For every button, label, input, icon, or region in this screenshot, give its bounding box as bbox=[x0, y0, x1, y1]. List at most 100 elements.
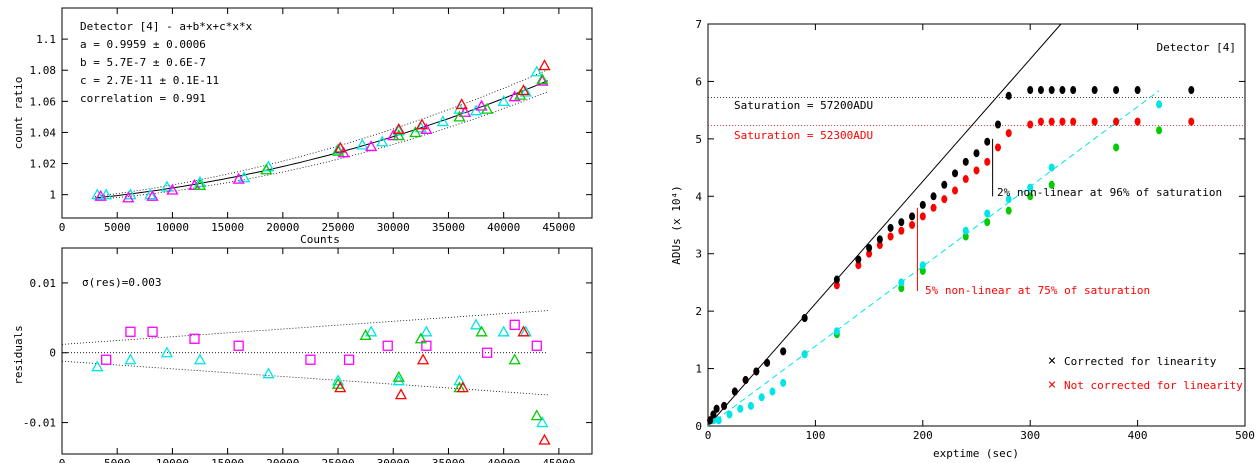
adu-legend: × Corrected for linearity × Not correcte… bbox=[1048, 353, 1243, 393]
residuals-xtick-label: 0 bbox=[59, 457, 66, 463]
adu-point bbox=[1091, 117, 1098, 126]
adu-point bbox=[1113, 143, 1120, 152]
count-ratio-ticks: 0 5000 10000 15000 20000 25000 30000 35000 40000… bbox=[30, 8, 592, 234]
adu-point bbox=[1070, 86, 1077, 95]
adu-point bbox=[919, 261, 926, 270]
adu-ticks: 0 100 200 300 400 500 0 1 2 3 4 5 6 7 bbox=[695, 18, 1255, 442]
adu-point bbox=[737, 404, 744, 413]
count-ratio-xtick-label: 25000 bbox=[321, 221, 354, 234]
count-ratio-point bbox=[497, 94, 510, 106]
residual-point bbox=[392, 370, 405, 382]
residual-point bbox=[365, 325, 378, 337]
fit-title: Detector [4] - a+b*x+c*x*x bbox=[80, 20, 253, 33]
count-ratio-point bbox=[480, 102, 494, 114]
adu-point bbox=[1037, 86, 1044, 95]
fit-param-c: c = 2.7E-11 ± 0.1E-11 bbox=[80, 74, 219, 87]
adu-point bbox=[713, 404, 720, 413]
adu-point bbox=[1027, 183, 1034, 192]
residual-point bbox=[416, 353, 430, 365]
count-ratio-point bbox=[536, 73, 549, 85]
residual-point bbox=[91, 360, 104, 372]
residuals-xtick-label: 45000 bbox=[542, 457, 575, 463]
count-ratio-point bbox=[91, 188, 104, 200]
count-ratio-point bbox=[331, 143, 345, 155]
adu-point bbox=[715, 416, 722, 425]
count-ratio-annotations: Detector [4] - a+b*x+c*x*x a = 0.9959 ± … bbox=[80, 20, 253, 105]
legend-corrected-marker: × bbox=[1048, 353, 1056, 369]
adu-point bbox=[1156, 126, 1163, 135]
adu-point bbox=[1005, 129, 1012, 138]
residuals-ytick-label: -0.01 bbox=[23, 417, 56, 430]
count-ratio-xtick-label: 10000 bbox=[156, 221, 189, 234]
nonlinear-2pct-label: 2% non-linear at 96% of saturation bbox=[997, 186, 1222, 199]
adu-point bbox=[973, 149, 980, 158]
adu-point bbox=[962, 232, 969, 241]
adu-point bbox=[952, 186, 959, 195]
residual-lower-envelope bbox=[61, 360, 548, 396]
adu-point bbox=[984, 218, 991, 227]
residual-point bbox=[147, 326, 158, 337]
adu-ytick-label: 0 bbox=[695, 420, 702, 433]
adu-point bbox=[1156, 100, 1163, 109]
adu-marks bbox=[707, 86, 1195, 425]
adu-point bbox=[866, 249, 873, 258]
count-ratio-point bbox=[144, 188, 157, 200]
count-ratio-ytick-label: 1 bbox=[49, 189, 56, 202]
adu-point bbox=[1091, 86, 1098, 95]
adu-point bbox=[1048, 180, 1055, 189]
adu-point bbox=[1027, 120, 1034, 129]
count-ratio-ytick-label: 1.08 bbox=[30, 64, 57, 77]
adu-point bbox=[909, 221, 916, 229]
count-ratio-marks bbox=[91, 59, 551, 203]
residuals-xtick-label: 10000 bbox=[156, 457, 189, 463]
adu-point bbox=[801, 314, 808, 323]
residual-point bbox=[469, 318, 483, 330]
adu-point bbox=[962, 226, 969, 235]
adu-point bbox=[1037, 117, 1044, 126]
adu-xtick-label: 100 bbox=[805, 429, 825, 442]
adu-xtick-label: 300 bbox=[1020, 429, 1040, 442]
adu-ytick-label: 4 bbox=[695, 190, 702, 203]
count-ratio-point bbox=[453, 110, 466, 122]
legend-uncorrected-marker: × bbox=[1048, 377, 1056, 393]
count-ratio-point bbox=[232, 172, 245, 184]
adu-point bbox=[731, 387, 738, 396]
adu-point bbox=[866, 243, 873, 252]
adu-point bbox=[1005, 206, 1012, 215]
adu-point bbox=[1059, 117, 1066, 126]
adu-point bbox=[1005, 195, 1012, 204]
adu-point bbox=[876, 235, 883, 244]
adu-point bbox=[898, 218, 905, 227]
residual-point bbox=[538, 433, 551, 445]
count-ratio-xtick-label: 20000 bbox=[266, 221, 299, 234]
count-ratio-point bbox=[392, 122, 405, 134]
adu-point bbox=[919, 266, 926, 275]
residuals-xtick-label: 30000 bbox=[377, 457, 410, 463]
adu-point bbox=[984, 137, 991, 146]
count-ratio-xtick-label: 35000 bbox=[432, 221, 465, 234]
adu-point bbox=[930, 192, 937, 201]
adu-point bbox=[1188, 86, 1195, 95]
adu-xtick-label: 500 bbox=[1235, 429, 1255, 442]
count-ratio-point bbox=[530, 65, 543, 77]
residual-point bbox=[517, 325, 530, 337]
residual-point bbox=[193, 353, 207, 365]
residuals-xtick-label: 35000 bbox=[432, 457, 465, 463]
residual-point bbox=[420, 325, 433, 337]
residuals-xtick-label: 15000 bbox=[211, 457, 244, 463]
count-ratio-point bbox=[146, 189, 159, 201]
saturation-red-label: Saturation = 52300ADU bbox=[734, 129, 873, 142]
residual-point bbox=[394, 388, 408, 400]
count-ratio-point bbox=[392, 124, 405, 136]
adu-point bbox=[710, 410, 717, 419]
adu-point bbox=[855, 261, 862, 270]
residuals-panel: 0 5000 10000 15000 20000 25000 30000 35000 40000… bbox=[12, 247, 593, 463]
residual-point bbox=[343, 354, 355, 365]
residual-point bbox=[453, 374, 466, 386]
adu-point bbox=[780, 378, 787, 387]
residual-point bbox=[475, 325, 488, 337]
residual-point bbox=[530, 409, 543, 421]
residuals-marks bbox=[91, 318, 551, 445]
adu-point bbox=[909, 212, 916, 221]
